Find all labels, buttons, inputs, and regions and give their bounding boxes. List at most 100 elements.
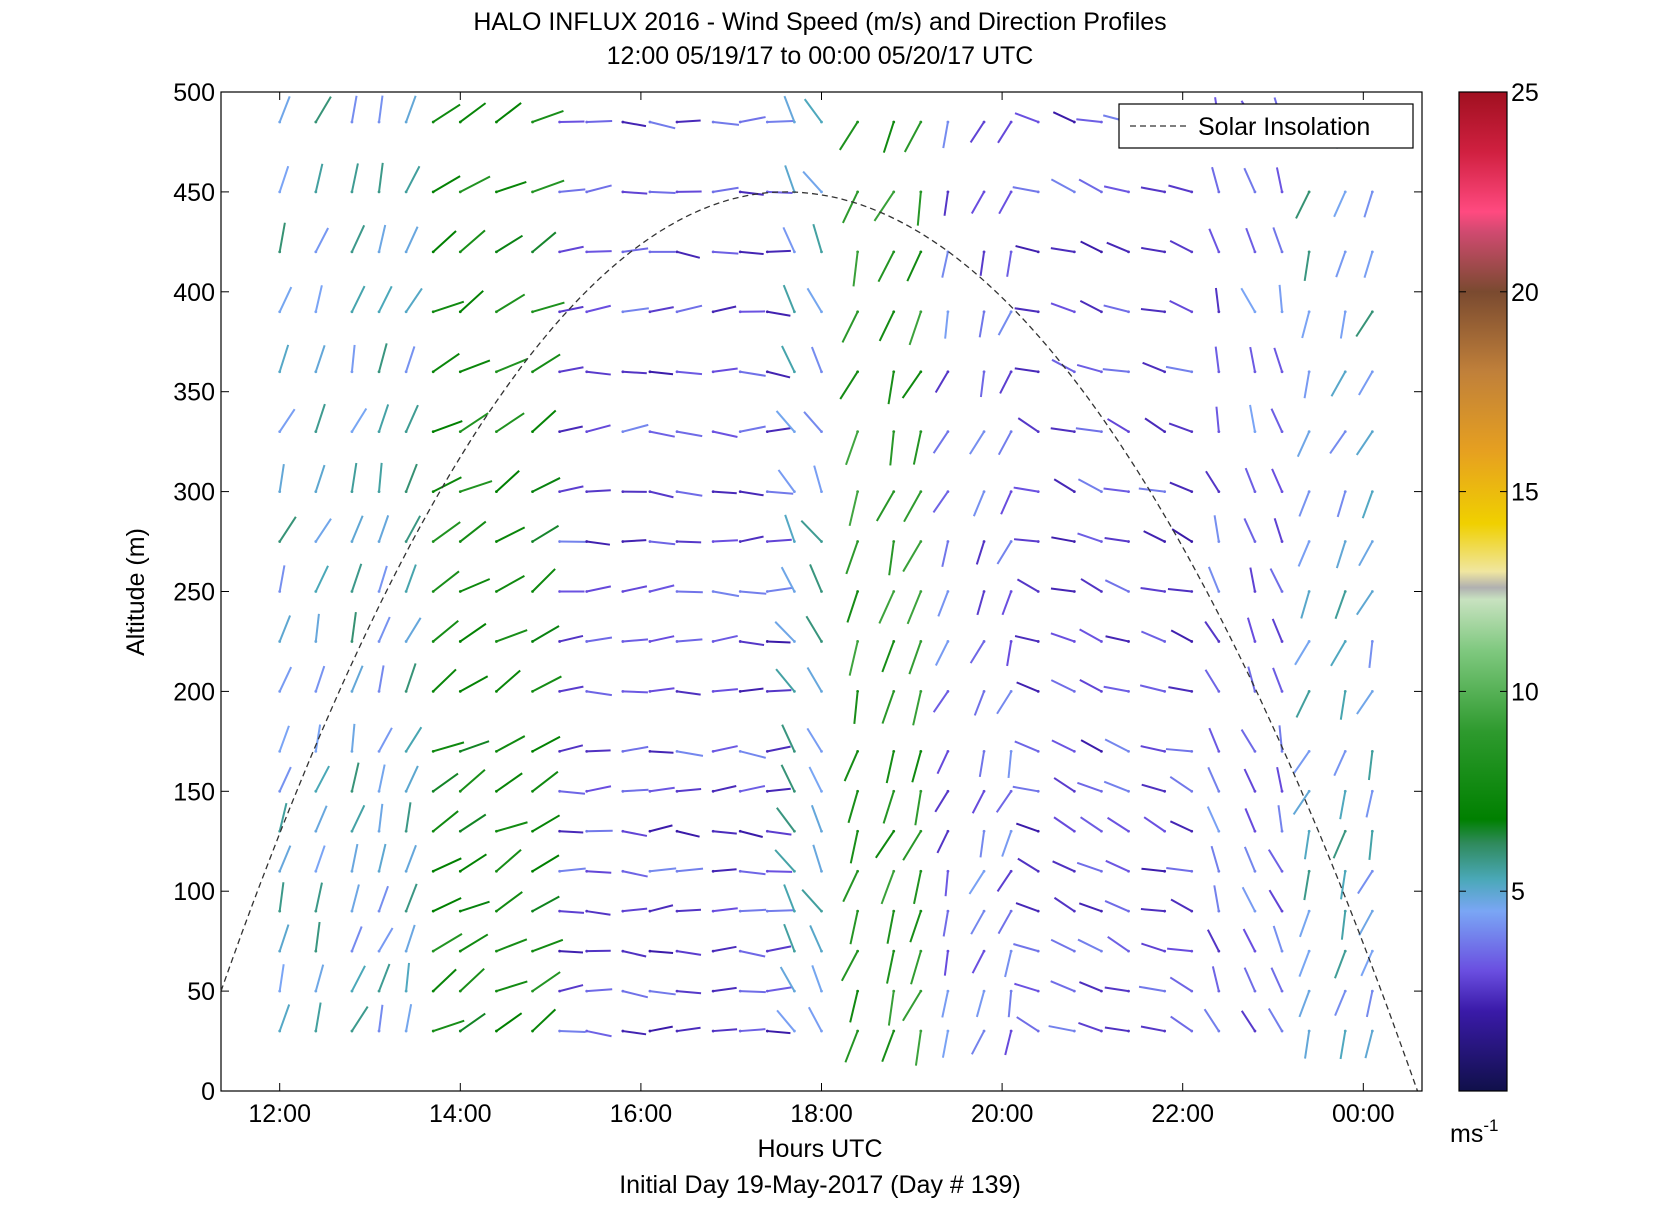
wind-vector-origin (1163, 690, 1167, 693)
wind-vector (1333, 191, 1347, 218)
wind-vector-origin (982, 640, 986, 643)
wind-vector (1240, 729, 1256, 752)
colorbar-fill (1458, 91, 1508, 1092)
wind-vector (378, 665, 385, 692)
wind-vector (1141, 867, 1165, 873)
wind-vector-origin (1072, 989, 1076, 993)
wind-vector (1215, 406, 1220, 432)
wind-vector-origin (1370, 190, 1374, 194)
wind-vector-origin (1217, 989, 1221, 993)
wind-vector-origin (856, 1029, 860, 1033)
wind-vector-origin (765, 690, 769, 693)
y-tick-label: 450 (173, 179, 215, 207)
wind-vector (432, 420, 463, 433)
wind-vector (1355, 311, 1374, 338)
wind-vector (459, 813, 487, 833)
wind-vector-origin (919, 250, 923, 254)
wind-vector-origin (982, 190, 986, 194)
wind-vector (459, 359, 491, 373)
wind-vector-origin (1343, 430, 1347, 434)
wind-vector (432, 300, 465, 313)
wind-vector (314, 964, 325, 992)
wind-vector-origin (675, 749, 679, 753)
wind-vector-origin (982, 690, 986, 693)
wind-vector (881, 691, 895, 724)
wind-vector-origin (711, 190, 715, 194)
wind-vector-origin (1009, 590, 1013, 593)
wind-vector (912, 431, 922, 465)
wind-vector (1340, 871, 1347, 900)
wind-vector (405, 95, 417, 123)
wind-vector (805, 615, 823, 642)
wind-vector (1014, 112, 1039, 123)
wind-vector (495, 412, 525, 433)
wind-vector-origin (585, 490, 589, 493)
wind-vector (888, 541, 895, 576)
wind-vector (1050, 632, 1075, 643)
wind-vector-origin (765, 540, 769, 543)
wind-vector (559, 867, 586, 873)
wind-vector (586, 304, 612, 313)
wind-vector-origin (558, 949, 562, 953)
wind-vector (405, 564, 417, 592)
wind-vector (1210, 845, 1220, 872)
wind-vector-origin (404, 909, 408, 913)
wind-vector (459, 480, 493, 493)
wind-vector-origin (1072, 490, 1076, 493)
wind-vector-origin (495, 430, 498, 434)
wind-vector-origin (585, 909, 589, 913)
wind-vector (713, 120, 740, 126)
wind-vector (278, 924, 290, 952)
wind-vector-origin (350, 989, 354, 993)
wind-vector-origin (982, 749, 986, 753)
wind-vector (845, 431, 859, 466)
chart-title: HALO INFLUX 2016 - Wind Speed (m/s) and … (473, 8, 1166, 36)
wind-vector-origin (558, 590, 562, 593)
wind-vector-origin (377, 1029, 381, 1033)
wind-vector-origin (621, 250, 625, 254)
wind-vector-origin (1190, 590, 1194, 593)
wind-vector-origin (738, 829, 742, 833)
wind-vector-origin (458, 829, 462, 833)
wind-vector (314, 403, 326, 432)
wind-vector (777, 469, 796, 493)
wind-vector-origin (1307, 490, 1311, 493)
wind-vector-origin (765, 310, 769, 314)
wind-vector-origin (892, 1029, 896, 1033)
wind-vector (1271, 618, 1283, 642)
wind-vector (1050, 427, 1075, 433)
wind-vector (1275, 167, 1284, 193)
wind-vector (622, 539, 647, 543)
wind-vector-origin (1163, 310, 1167, 314)
wind-vector (712, 745, 738, 753)
wind-vector (976, 591, 986, 616)
wind-vector (351, 965, 366, 992)
wind-vector (1273, 347, 1283, 373)
wind-vector-origin (278, 789, 282, 793)
wind-vector-origin (675, 250, 679, 254)
wind-vector-origin (856, 640, 860, 643)
wind-vector (314, 805, 328, 832)
wind-vector-origin (765, 370, 769, 374)
wind-vector (459, 412, 489, 433)
wind-vector-origin (1100, 590, 1103, 593)
wind-vector (405, 765, 419, 792)
wind-vector (972, 491, 985, 517)
wind-vector-origin (1190, 690, 1194, 693)
wind-vector-origin (982, 869, 986, 873)
wind-vector-origin (558, 829, 562, 833)
wind-vector-origin (892, 540, 896, 543)
wind-vector (532, 301, 565, 313)
wind-vector (278, 666, 293, 692)
wind-vector (1140, 186, 1165, 193)
wind-vector (1015, 902, 1039, 913)
wind-vector (622, 638, 649, 643)
wind-vector (882, 121, 895, 153)
wind-vector-origin (1253, 989, 1257, 993)
wind-vector-origin (1036, 310, 1040, 314)
wind-vector-origin (404, 120, 408, 124)
wind-vector (740, 250, 764, 256)
wind-vector-origin (585, 749, 589, 753)
wind-vector (1012, 785, 1039, 793)
wind-vector (622, 585, 648, 593)
